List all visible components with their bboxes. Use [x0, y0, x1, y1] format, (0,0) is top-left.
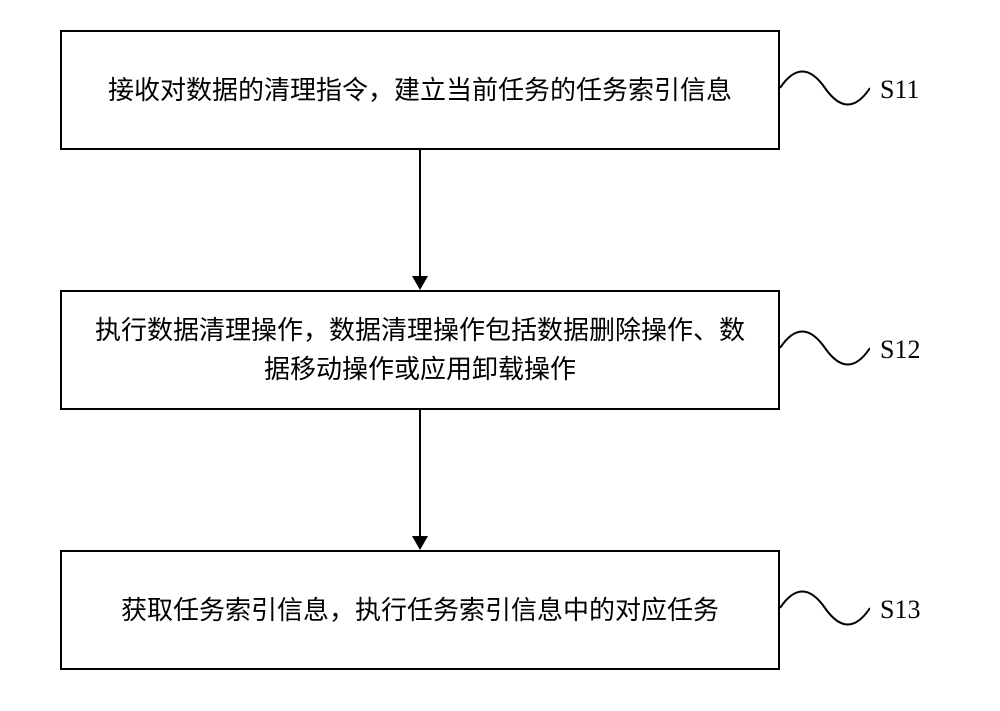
flow-box-text: 接收对数据的清理指令，建立当前任务的任务索引信息	[108, 71, 732, 110]
flow-label-s11: S11	[880, 75, 920, 105]
flow-label-s12: S12	[880, 335, 920, 365]
flow-node-s13: 获取任务索引信息，执行任务索引信息中的对应任务 S13	[60, 550, 920, 670]
connector-curve-icon	[780, 323, 870, 378]
flow-box-text: 执行数据清理操作，数据清理操作包括数据删除操作、数据移动操作或应用卸载操作	[92, 311, 748, 389]
flowchart-container: 接收对数据的清理指令，建立当前任务的任务索引信息 S11 执行数据清理操作，数据…	[0, 0, 1000, 711]
flow-box-s11: 接收对数据的清理指令，建立当前任务的任务索引信息	[60, 30, 780, 150]
connector-curve-icon	[780, 583, 870, 638]
flow-node-s11: 接收对数据的清理指令，建立当前任务的任务索引信息 S11	[60, 30, 920, 150]
flow-box-text: 获取任务索引信息，执行任务索引信息中的对应任务	[121, 591, 719, 630]
flow-arrow-s11-s12	[419, 150, 421, 278]
flow-node-s12: 执行数据清理操作，数据清理操作包括数据删除操作、数据移动操作或应用卸载操作 S1…	[60, 290, 920, 410]
flow-arrow-s12-s13	[419, 410, 421, 538]
flow-box-s13: 获取任务索引信息，执行任务索引信息中的对应任务	[60, 550, 780, 670]
connector-curve-icon	[780, 63, 870, 118]
arrow-head-icon	[412, 536, 428, 550]
arrow-head-icon	[412, 276, 428, 290]
flow-label-s13: S13	[880, 595, 920, 625]
flow-box-s12: 执行数据清理操作，数据清理操作包括数据删除操作、数据移动操作或应用卸载操作	[60, 290, 780, 410]
